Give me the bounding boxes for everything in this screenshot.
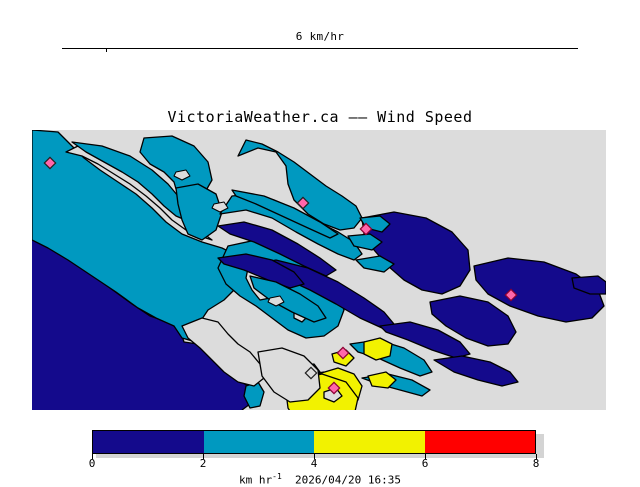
water-region-cyan-north-central-2 <box>175 183 223 241</box>
map-canvas[interactable] <box>32 130 606 410</box>
land-islet-detail-2 <box>211 201 229 213</box>
station-marker-nw-1[interactable] <box>43 156 57 170</box>
water-region-navy-east-2 <box>429 295 517 347</box>
colorbar-segment-2-4 <box>203 431 314 453</box>
colorbar-timestamp: 2026/04/20 16:35 <box>295 473 401 487</box>
colorbar-caption: km hr-1 2026/04/20 16:35 <box>0 472 640 487</box>
land-islet-detail-1 <box>173 169 191 181</box>
water-region-navy-east-main <box>473 257 605 323</box>
colorbar-tick-4 <box>314 454 315 459</box>
colorbar-tick-label-0: 0 <box>88 457 96 470</box>
station-marker-layer <box>43 156 518 395</box>
scale-reference-tick <box>106 48 107 52</box>
scale-reference-bar: 6 km/hr <box>0 30 640 64</box>
colorbar-tick-6 <box>425 454 426 459</box>
water-region-cyan-sliver-1 <box>231 189 339 239</box>
station-marker-east-1[interactable] <box>359 222 373 236</box>
water-region-navy-east-tail <box>571 275 606 295</box>
water-region-cyan-central-strait <box>237 139 363 231</box>
colorbar-segment-6-8 <box>424 431 535 453</box>
station-marker-south-2[interactable] <box>327 381 341 395</box>
station-marker-southwest-1[interactable] <box>304 366 318 380</box>
colorbar-units-exponent: -1 <box>272 472 282 481</box>
colorbar-tick-label-4: 4 <box>310 457 318 470</box>
scale-reference-label: 6 km/hr <box>295 30 345 43</box>
water-region-navy-east-6 <box>217 221 337 277</box>
colorbar-tick-labels: 0 2 4 6 8 <box>88 457 540 473</box>
colorbar-units: km hr <box>239 473 273 487</box>
colorbar-tick-8 <box>536 454 537 459</box>
colorbar-segment-0-2 <box>93 431 204 453</box>
colorbar-tick-2 <box>203 454 204 459</box>
colorbar-tick-0 <box>92 454 93 459</box>
map-vector-layer <box>32 130 606 410</box>
land-mass-south-peninsula <box>257 347 321 403</box>
land-islet-detail-3 <box>267 295 285 307</box>
water-region-navy-top-right <box>217 253 305 289</box>
water-region-cyan-overlay-4 <box>249 275 327 323</box>
water-region-cyan-overlay-3 <box>355 255 395 273</box>
colorbar-tick-label-8: 8 <box>532 457 540 470</box>
station-marker-east-2[interactable] <box>504 288 518 302</box>
water-region-navy-southwest <box>32 238 258 410</box>
water-region-yellow-islet-1 <box>363 337 393 361</box>
colorbar-tick-label-6: 6 <box>421 457 429 470</box>
water-region-navy-east-1 <box>361 211 471 295</box>
scale-reference-line <box>62 48 578 49</box>
station-marker-central-1[interactable] <box>296 196 310 210</box>
colorbar-tick-label-2: 2 <box>199 457 207 470</box>
water-region-navy-east-5 <box>433 355 519 387</box>
colorbar-gradient <box>92 430 536 454</box>
colorbar-tick-marks <box>92 454 537 460</box>
page-title: VictoriaWeather.ca —— Wind Speed <box>167 108 473 126</box>
water-region-yellow-islet-2 <box>367 371 397 389</box>
colorbar-segment-4-6 <box>314 431 425 453</box>
station-marker-south-1[interactable] <box>336 346 350 360</box>
colorbar: 0 2 4 6 8 km hr-1 2026/04/20 16:35 <box>0 424 640 487</box>
